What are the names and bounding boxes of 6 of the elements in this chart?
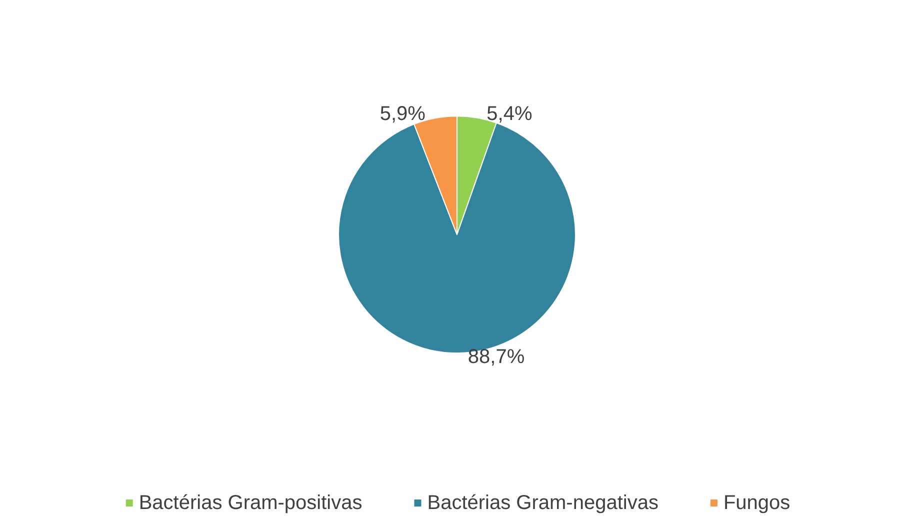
legend-label: Bactérias Gram-positivas	[138, 492, 362, 514]
data-label: 5,9%	[380, 103, 426, 126]
data-label: 5,4%	[486, 102, 532, 125]
legend-label: Bactérias Gram-negativas	[427, 492, 658, 514]
data-label: 88,7%	[468, 346, 525, 368]
legend-label: Fungos	[723, 492, 790, 514]
